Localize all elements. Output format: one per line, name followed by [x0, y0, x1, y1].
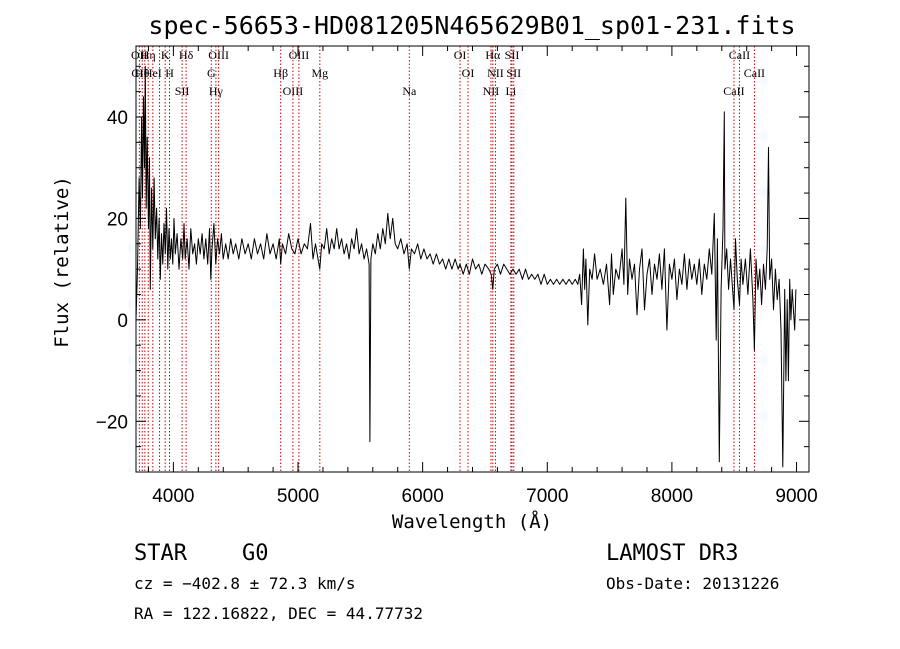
spectrum-line	[135, 65, 797, 468]
observation-date: Obs-Date: 20131226	[606, 574, 779, 593]
spectral-line-label: G	[207, 66, 216, 80]
x-tick-label: 5000	[277, 486, 319, 507]
spectral-line-label: CaII	[729, 48, 750, 62]
spectral-line-label: CaII	[744, 66, 765, 80]
y-axis-label: Flux (relative)	[51, 176, 73, 348]
spectral-line-label: Hα	[485, 48, 501, 62]
spectral-line-label: SII	[175, 84, 190, 98]
spectral-line-label: Hη	[141, 48, 156, 62]
x-tick-label: 9000	[775, 486, 817, 507]
survey-name: LAMOST DR3	[606, 541, 738, 566]
spectral-line-label: OI	[454, 48, 467, 62]
spectral-line-label: NII	[487, 66, 504, 80]
spectral-line-label: Hδ	[179, 48, 194, 62]
spectral-line-markers	[138, 46, 755, 472]
spectral-line-label: Li	[506, 84, 517, 98]
spectral-line-label: HeI	[144, 66, 162, 80]
spectral-line-label: OI	[462, 66, 475, 80]
spectral-line-label: Na	[402, 84, 417, 98]
spectral-subclass: G0	[242, 541, 269, 566]
spectral-line-label: K	[161, 48, 170, 62]
spectral-line-label: OIII	[283, 84, 304, 98]
chart-title: spec-56653-HD081205N465629B01_sp01-231.f…	[148, 11, 795, 40]
spectral-line-labels: OIICIIHθHηHeIKHSIIHδGHγOIIIHβOIIIOIIIMgN…	[131, 48, 765, 98]
spectral-line-label: Hβ	[273, 66, 288, 80]
spectral-line-label: CaII	[723, 84, 744, 98]
y-tick-label: 20	[107, 209, 128, 230]
spectral-line-label: SII	[505, 48, 520, 62]
spectral-line-label: SII	[506, 66, 521, 80]
spectral-line-label: CII	[131, 66, 147, 80]
spectrum-series	[135, 65, 797, 468]
spectral-line-label: Hγ	[209, 84, 224, 98]
spectral-line-label: OII	[131, 48, 148, 62]
redshift-velocity: cz = −402.8 ± 72.3 km/s	[134, 574, 356, 593]
spectral-line-label: NII	[483, 84, 500, 98]
x-tick-label: 6000	[402, 486, 444, 507]
y-tick-label: −20	[96, 412, 128, 433]
object-class: STAR	[134, 541, 188, 566]
y-tick-label: 0	[117, 311, 128, 332]
spectral-line-label: Mg	[311, 66, 328, 80]
spectral-line-label: OIII	[289, 48, 310, 62]
plot-axes: 4000 5000 6000 7000 8000 9000 −20 0 20 40	[96, 45, 818, 507]
x-tick-label: 8000	[651, 486, 693, 507]
x-axis-label: Wavelength (Å)	[392, 510, 552, 533]
x-tick-label: 4000	[152, 486, 194, 507]
coordinates: RA = 122.16822, DEC = 44.77732	[134, 604, 423, 623]
y-tick-label: 40	[107, 108, 128, 129]
spectral-line-label: Hθ	[135, 66, 150, 80]
x-tick-label: 7000	[526, 486, 568, 507]
spectral-line-label: H	[165, 66, 174, 80]
spectral-line-label: OIII	[208, 48, 229, 62]
